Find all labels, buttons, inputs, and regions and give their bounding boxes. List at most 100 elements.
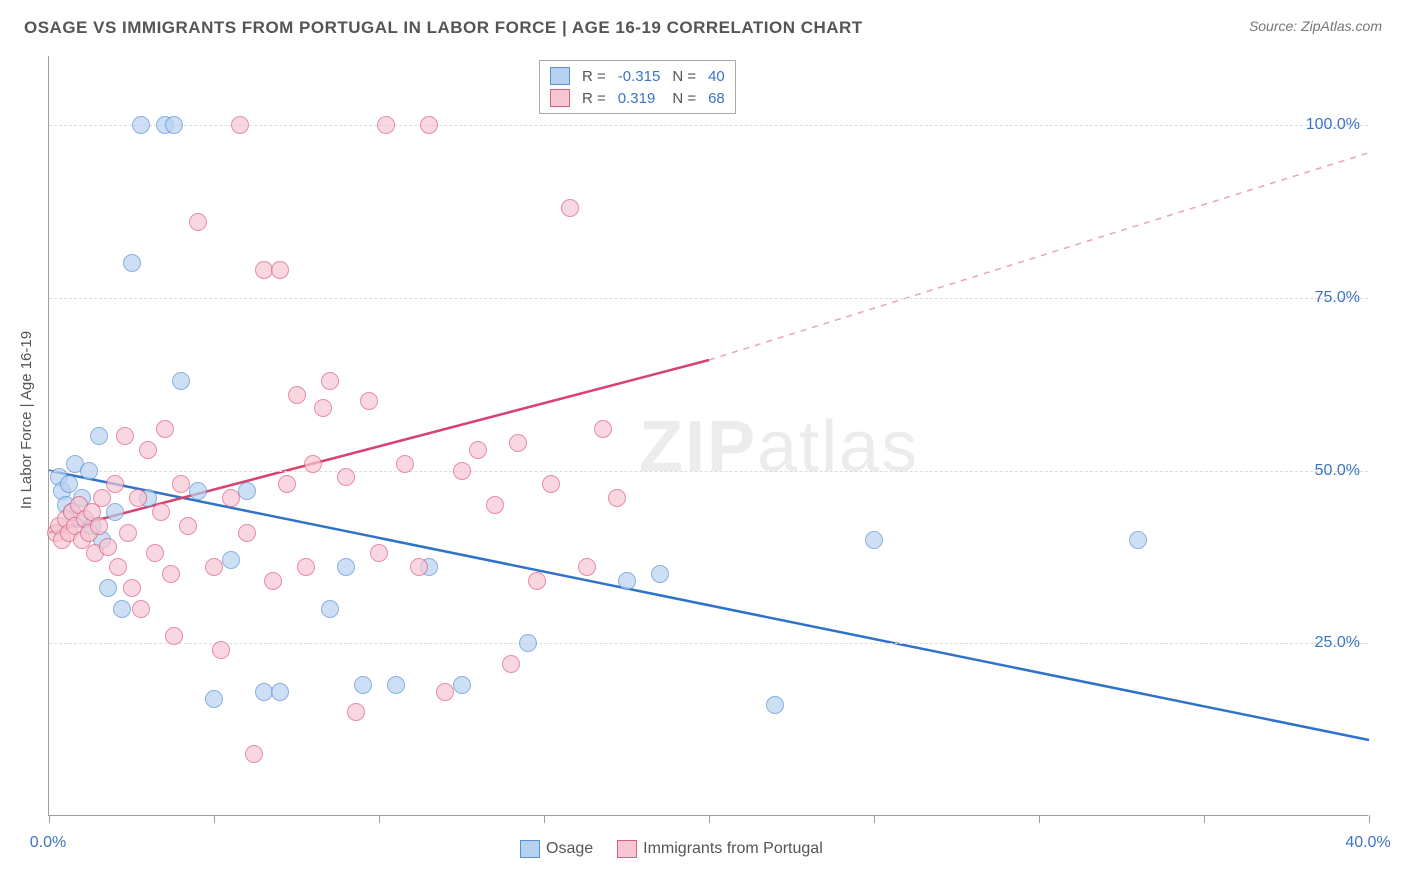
legend-correlation-box: R =-0.315N =40R = 0.319N =68 [539,60,736,114]
scatter-point [255,683,273,701]
scatter-point [502,655,520,673]
scatter-point [354,676,372,694]
scatter-point [123,579,141,597]
chart-container: OSAGE VS IMMIGRANTS FROM PORTUGAL IN LAB… [0,0,1406,892]
scatter-point [766,696,784,714]
chart-title: OSAGE VS IMMIGRANTS FROM PORTUGAL IN LAB… [24,18,863,37]
scatter-point [271,261,289,279]
trend-line [49,471,1369,740]
scatter-point [304,455,322,473]
scatter-point [436,683,454,701]
legend-series: Osage Immigrants from Portugal [520,840,847,858]
scatter-point [264,572,282,590]
scatter-point [212,641,230,659]
scatter-point [337,468,355,486]
scatter-point [618,572,636,590]
scatter-point [165,116,183,134]
scatter-point [189,482,207,500]
scatter-point [542,475,560,493]
x-tick-label: 40.0% [1345,834,1390,852]
scatter-point [80,462,98,480]
legend-swatch [520,840,540,858]
gridline-h [49,471,1368,472]
scatter-point [205,690,223,708]
plot-area: ZIPatlas R =-0.315N =40R = 0.319N =68 25… [48,56,1368,816]
legend-swatch [550,89,570,107]
scatter-point [156,420,174,438]
scatter-point [113,600,131,618]
scatter-point [651,565,669,583]
scatter-point [172,372,190,390]
legend-r-value: 0.319 [612,87,667,109]
scatter-point [146,544,164,562]
scatter-point [321,372,339,390]
scatter-point [139,441,157,459]
scatter-point [222,551,240,569]
legend-label: Immigrants from Portugal [643,840,823,857]
scatter-point [1129,531,1147,549]
scatter-point [245,745,263,763]
y-tick-label: 100.0% [1306,116,1360,134]
scatter-point [106,503,124,521]
scatter-point [90,517,108,535]
scatter-point [608,489,626,507]
scatter-point [297,558,315,576]
legend-n-label: N = [666,87,702,109]
scatter-point [238,524,256,542]
x-tick [1369,815,1370,823]
legend-item: Immigrants from Portugal [617,840,823,858]
scatter-point [119,524,137,542]
scatter-point [396,455,414,473]
y-tick-label: 75.0% [1315,289,1360,307]
scatter-point [453,676,471,694]
y-tick-label: 25.0% [1315,634,1360,652]
scatter-point [528,572,546,590]
y-tick-label: 50.0% [1315,462,1360,480]
legend-row: R = 0.319N =68 [544,87,731,109]
x-tick [544,815,545,823]
scatter-point [132,600,150,618]
legend-r-label: R = [576,87,612,109]
legend-swatch [550,67,570,85]
gridline-h [49,643,1368,644]
scatter-point [205,558,223,576]
scatter-point [106,475,124,493]
scatter-point [578,558,596,576]
legend-label: Osage [546,840,593,857]
scatter-point [162,565,180,583]
scatter-point [410,558,428,576]
scatter-point [387,676,405,694]
scatter-point [109,558,127,576]
scatter-point [271,683,289,701]
scatter-point [420,116,438,134]
scatter-point [486,496,504,514]
scatter-point [152,503,170,521]
scatter-point [337,558,355,576]
legend-n-value: 68 [702,87,731,109]
chart-header: OSAGE VS IMMIGRANTS FROM PORTUGAL IN LAB… [24,18,1382,42]
legend-n-value: 40 [702,65,731,87]
scatter-point [116,427,134,445]
scatter-point [314,399,332,417]
trend-line [709,153,1369,360]
scatter-point [321,600,339,618]
x-tick [379,815,380,823]
source-label: Source: ZipAtlas.com [1249,18,1382,34]
scatter-point [99,538,117,556]
scatter-point [360,392,378,410]
scatter-point [509,434,527,452]
legend-r-value: -0.315 [612,65,667,87]
legend-n-label: N = [666,65,702,87]
gridline-h [49,298,1368,299]
trend-lines-layer [49,56,1368,815]
scatter-point [561,199,579,217]
scatter-point [469,441,487,459]
x-tick-label: 0.0% [30,834,66,852]
scatter-point [132,116,150,134]
scatter-point [519,634,537,652]
scatter-point [594,420,612,438]
scatter-point [172,475,190,493]
legend-r-label: R = [576,65,612,87]
scatter-point [453,462,471,480]
legend-item: Osage [520,840,593,858]
